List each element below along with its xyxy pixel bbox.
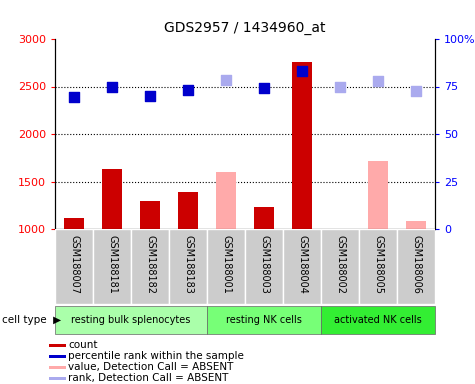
Text: rank, Detection Call = ABSENT: rank, Detection Call = ABSENT xyxy=(68,374,229,384)
Bar xyxy=(178,192,199,229)
Bar xyxy=(49,355,66,358)
Bar xyxy=(207,229,245,304)
Text: GSM188001: GSM188001 xyxy=(221,235,231,294)
Point xyxy=(70,94,78,100)
Text: GSM188183: GSM188183 xyxy=(183,235,193,294)
Title: GDS2957 / 1434960_at: GDS2957 / 1434960_at xyxy=(164,21,326,35)
Point xyxy=(336,83,344,89)
Point xyxy=(108,84,116,91)
Bar xyxy=(321,306,435,334)
Bar xyxy=(216,172,237,229)
Text: cell type  ▶: cell type ▶ xyxy=(2,315,61,325)
Point xyxy=(412,88,420,94)
Bar xyxy=(55,229,93,304)
Bar xyxy=(93,229,131,304)
Bar xyxy=(169,229,207,304)
Text: GSM188007: GSM188007 xyxy=(69,235,79,294)
Bar xyxy=(321,229,359,304)
Text: GSM188182: GSM188182 xyxy=(145,235,155,294)
Bar xyxy=(64,218,85,229)
Bar xyxy=(359,229,397,304)
Bar xyxy=(55,306,207,334)
Bar xyxy=(254,207,275,229)
Bar xyxy=(406,222,427,229)
Bar xyxy=(207,306,321,334)
Bar xyxy=(140,202,161,229)
Point xyxy=(374,78,382,84)
Text: GSM188004: GSM188004 xyxy=(297,235,307,294)
Text: GSM188002: GSM188002 xyxy=(335,235,345,294)
Point xyxy=(298,68,306,74)
Bar xyxy=(283,229,321,304)
Text: value, Detection Call = ABSENT: value, Detection Call = ABSENT xyxy=(68,362,234,372)
Bar xyxy=(102,169,123,229)
Point xyxy=(260,85,268,91)
Point xyxy=(222,77,230,83)
Bar xyxy=(368,161,389,229)
Text: GSM188003: GSM188003 xyxy=(259,235,269,294)
Bar xyxy=(131,229,169,304)
Text: percentile rank within the sample: percentile rank within the sample xyxy=(68,351,244,361)
Point xyxy=(146,93,154,99)
Bar xyxy=(397,229,435,304)
Bar xyxy=(49,377,66,380)
Bar xyxy=(245,229,283,304)
Text: resting bulk splenocytes: resting bulk splenocytes xyxy=(71,315,190,325)
Text: GSM188005: GSM188005 xyxy=(373,235,383,294)
Text: resting NK cells: resting NK cells xyxy=(226,315,302,325)
Text: GSM188181: GSM188181 xyxy=(107,235,117,294)
Text: activated NK cells: activated NK cells xyxy=(334,315,422,325)
Text: count: count xyxy=(68,340,98,350)
Bar xyxy=(49,366,66,369)
Bar xyxy=(292,62,313,229)
Bar xyxy=(49,344,66,347)
Point xyxy=(184,87,192,93)
Text: GSM188006: GSM188006 xyxy=(411,235,421,294)
